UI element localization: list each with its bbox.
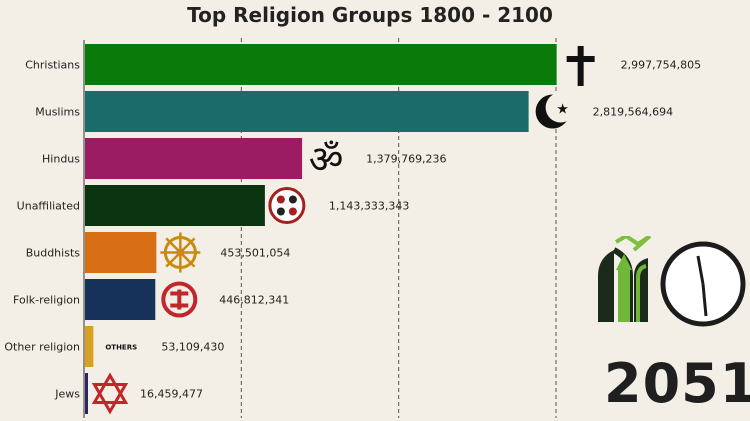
value-label: 16,459,477 xyxy=(140,388,203,401)
star-of-david-icon xyxy=(91,372,129,415)
category-label: Buddhists xyxy=(26,247,81,260)
chart-title: Top Religion Groups 1800 - 2100 xyxy=(187,3,553,27)
unaffiliated-icon xyxy=(268,187,306,224)
svg-text:★: ★ xyxy=(556,102,569,118)
bar xyxy=(85,232,157,273)
bar xyxy=(85,279,156,320)
bar xyxy=(85,373,88,414)
others-tag: OTHERS xyxy=(105,344,137,352)
category-label: Hindus xyxy=(42,153,80,166)
value-label: 453,501,054 xyxy=(220,247,290,260)
value-label: 1,143,333,343 xyxy=(329,200,409,213)
bar xyxy=(85,326,94,367)
category-label: Other religion xyxy=(4,341,80,354)
value-label: 1,379,769,236 xyxy=(366,153,446,166)
bar-layer xyxy=(85,44,557,414)
svg-text:OTHERS: OTHERS xyxy=(105,344,137,352)
svg-text:ॐ: ॐ xyxy=(309,138,344,182)
value-label: 2,997,754,805 xyxy=(621,59,701,72)
folk-symbol-icon xyxy=(161,281,198,318)
bar xyxy=(85,44,557,85)
year-counter: 2051 xyxy=(604,352,750,415)
cross-icon xyxy=(566,46,595,86)
value-label: 53,109,430 xyxy=(161,341,224,354)
icon-layer: ★ ॐ OTHERS xyxy=(91,46,595,415)
category-label: Jews xyxy=(54,388,80,401)
value-label: 446,812,341 xyxy=(219,294,289,307)
om-icon: ॐ xyxy=(309,138,344,182)
category-label: Folk-religion xyxy=(13,294,80,307)
value-label: 2,819,564,694 xyxy=(593,106,673,119)
category-label: Christians xyxy=(25,59,80,72)
crescent-icon: ★ xyxy=(535,92,576,129)
bar xyxy=(85,185,265,226)
label-layer: Christians 2,997,754,805 Muslims 2,819,564,… xyxy=(4,59,701,401)
bar xyxy=(85,91,529,132)
channel-logo-icon xyxy=(598,236,746,327)
dharma-wheel-icon xyxy=(160,232,201,273)
category-label: Unaffiliated xyxy=(17,200,80,213)
bar xyxy=(85,138,303,179)
category-label: Muslims xyxy=(35,106,80,119)
